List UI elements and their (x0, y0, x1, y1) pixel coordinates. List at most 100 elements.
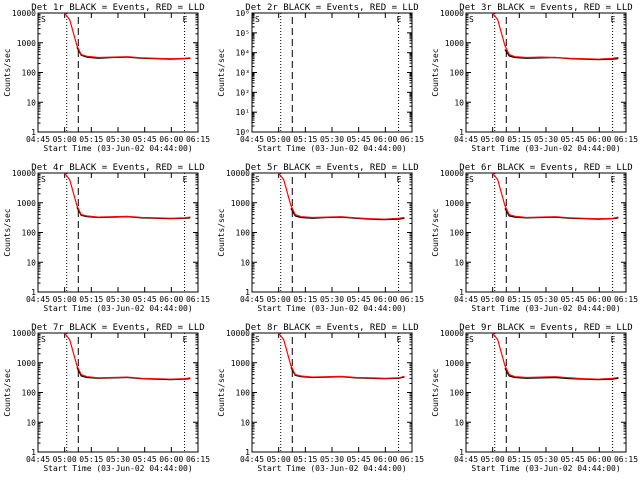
y-tick-label: 10000 (440, 169, 464, 178)
y-tick-label: 100 (450, 229, 465, 238)
chart-title: Det 9r BLACK = Events, RED = LLD (459, 323, 632, 333)
plot-frame (37, 332, 199, 453)
end-marker: E (397, 15, 402, 24)
events-series-line (504, 368, 619, 381)
y-tick-label: 1 (459, 288, 464, 297)
y-tick-label: 10 (454, 258, 464, 267)
x-tick-label: 06:15 (186, 135, 210, 144)
x-tick-label: 04:45 (240, 455, 264, 464)
end-marker: E (611, 15, 616, 24)
y-tick-label: 10000 (440, 9, 464, 18)
y-tick-label: 1 (245, 288, 250, 297)
y-tick-label: 100 (236, 229, 251, 238)
start-marker: S (41, 15, 46, 24)
lld-series-line (63, 13, 191, 60)
chart-title: Det 1r BLACK = Events, RED = LLD (31, 3, 204, 13)
y-tick-label: 1 (31, 128, 36, 137)
y-axis-label: Counts/sec (431, 368, 440, 416)
x-tick-label: 05:15 (507, 455, 531, 464)
events-series-line (290, 208, 405, 221)
x-tick-label: 06:15 (614, 295, 638, 304)
chart-panel-3: Det 3r BLACK = Events, RED = LLD 1 10 100 10… (431, 3, 638, 153)
x-tick-label: 05:30 (320, 295, 344, 304)
y-axis-label: Counts/sec (431, 48, 440, 96)
y-tick-label: 100 (22, 69, 37, 78)
x-tick-label: 06:15 (400, 295, 424, 304)
y-axis-label: Counts/sec (3, 48, 12, 96)
start-marker: S (469, 15, 474, 24)
chart-panel-5: Det 5r BLACK = Events, RED = LLD 1 10 100 10… (217, 163, 424, 313)
lld-series-line (491, 333, 619, 380)
plot-frame (465, 332, 627, 453)
chart-panel-6: Det 6r BLACK = Events, RED = LLD 1 10 100 10… (431, 163, 638, 313)
plot-frame (37, 172, 199, 293)
chart-panel-1: Det 1r BLACK = Events, RED = LLD 1 10 100 10… (3, 3, 210, 153)
chart-title: Det 8r BLACK = Events, RED = LLD (245, 323, 418, 333)
x-tick-label: 06:00 (159, 455, 183, 464)
x-tick-label: 05:45 (133, 455, 157, 464)
y-axis-label: Counts/sec (217, 368, 226, 416)
x-tick-label: 06:15 (614, 455, 638, 464)
chart-title: Det 6r BLACK = Events, RED = LLD (459, 163, 632, 173)
y-axis-label: Counts/sec (431, 208, 440, 256)
x-tick-label: 05:45 (561, 295, 585, 304)
lld-series-line (491, 173, 619, 220)
x-tick-label: 05:00 (267, 295, 291, 304)
x-tick-label: 04:45 (454, 455, 478, 464)
y-axis-label: Counts/sec (3, 368, 12, 416)
x-tick-label: 05:15 (79, 455, 103, 464)
x-tick-label: 05:00 (53, 295, 77, 304)
x-tick-label: 06:00 (373, 295, 397, 304)
x-tick-label: 04:45 (240, 135, 264, 144)
end-marker: E (183, 175, 188, 184)
plot-frame (465, 12, 627, 133)
x-tick-label: 05:15 (293, 135, 317, 144)
x-tick-label: 05:00 (53, 455, 77, 464)
y-tick-label: 100 (22, 389, 37, 398)
start-marker: S (255, 175, 260, 184)
x-tick-label: 05:00 (481, 135, 505, 144)
x-tick-label: 05:15 (79, 295, 103, 304)
x-tick-label: 06:15 (400, 135, 424, 144)
start-marker: S (469, 175, 474, 184)
lld-series-line (63, 333, 191, 380)
y-tick-label: 1 (245, 448, 250, 457)
x-axis-label: Start Time (03-Jun-02 04:44:00) (257, 464, 406, 473)
y-tick-label: 1 (459, 448, 464, 457)
x-tick-label: 06:00 (587, 295, 611, 304)
x-axis-label: Start Time (03-Jun-02 04:44:00) (43, 464, 192, 473)
y-tick-label: 100 (22, 229, 37, 238)
x-axis-label: Start Time (03-Jun-02 04:44:00) (471, 304, 620, 313)
x-tick-label: 04:45 (26, 455, 50, 464)
x-tick-label: 05:45 (347, 135, 371, 144)
chart-title: Det 3r BLACK = Events, RED = LLD (459, 3, 632, 13)
y-tick-label: 10000 (12, 9, 36, 18)
plot-frame (251, 12, 413, 133)
x-axis-label: Start Time (03-Jun-02 04:44:00) (43, 144, 192, 153)
x-tick-label: 06:15 (614, 135, 638, 144)
y-tick-label: 1 (31, 288, 36, 297)
y-tick-label: 100 (450, 69, 465, 78)
chart-panel-2: Det 2r BLACK = Events, RED = LLD 10⁰ 10¹ 10… (217, 3, 424, 153)
x-tick-label: 06:00 (373, 135, 397, 144)
y-tick-label: 100 (236, 389, 251, 398)
x-tick-label: 06:15 (186, 455, 210, 464)
lld-series-line (277, 173, 405, 220)
x-tick-label: 06:00 (159, 135, 183, 144)
y-tick-label: 10⁴ (236, 49, 250, 58)
x-tick-label: 05:15 (507, 135, 531, 144)
y-tick-label: 10⁵ (236, 29, 250, 38)
plot-frame (37, 12, 199, 133)
x-tick-label: 06:00 (587, 455, 611, 464)
x-axis-label: Start Time (03-Jun-02 04:44:00) (471, 464, 620, 473)
chart-title: Det 5r BLACK = Events, RED = LLD (245, 163, 418, 173)
y-tick-label: 1000 (445, 199, 464, 208)
y-tick-label: 10000 (12, 169, 36, 178)
x-tick-label: 05:45 (347, 295, 371, 304)
x-tick-label: 05:30 (106, 455, 130, 464)
start-marker: S (255, 15, 260, 24)
y-tick-label: 10 (26, 258, 36, 267)
plot-frame (251, 332, 413, 453)
chart-panel-8: Det 8r BLACK = Events, RED = LLD 1 10 100 10… (217, 323, 424, 473)
